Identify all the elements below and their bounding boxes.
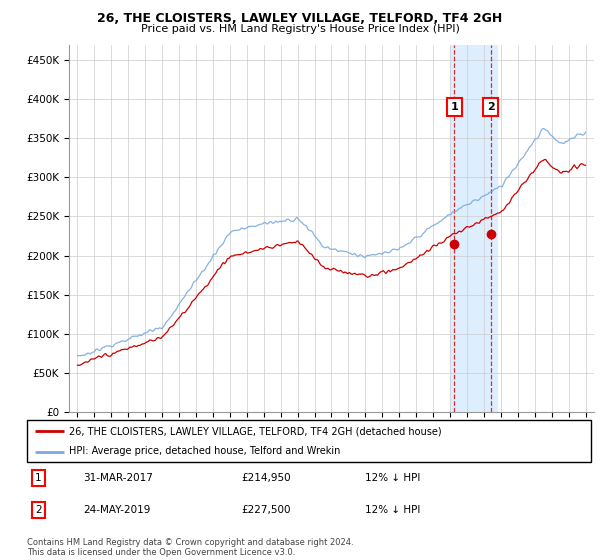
Text: £214,950: £214,950 xyxy=(241,473,291,483)
Text: 24-MAY-2019: 24-MAY-2019 xyxy=(83,505,151,515)
Text: 12% ↓ HPI: 12% ↓ HPI xyxy=(365,473,421,483)
Text: 1: 1 xyxy=(35,473,41,483)
Text: 2: 2 xyxy=(487,102,494,112)
Text: 26, THE CLOISTERS, LAWLEY VILLAGE, TELFORD, TF4 2GH: 26, THE CLOISTERS, LAWLEY VILLAGE, TELFO… xyxy=(97,12,503,25)
Text: 1: 1 xyxy=(451,102,458,112)
Text: Contains HM Land Registry data © Crown copyright and database right 2024.
This d: Contains HM Land Registry data © Crown c… xyxy=(27,538,353,557)
Text: 12% ↓ HPI: 12% ↓ HPI xyxy=(365,505,421,515)
Text: Price paid vs. HM Land Registry's House Price Index (HPI): Price paid vs. HM Land Registry's House … xyxy=(140,24,460,34)
Bar xyxy=(450,45,497,412)
Text: £227,500: £227,500 xyxy=(241,505,291,515)
Text: 2: 2 xyxy=(35,505,41,515)
Text: 26, THE CLOISTERS, LAWLEY VILLAGE, TELFORD, TF4 2GH (detached house): 26, THE CLOISTERS, LAWLEY VILLAGE, TELFO… xyxy=(70,426,442,436)
Text: 31-MAR-2017: 31-MAR-2017 xyxy=(83,473,153,483)
Text: HPI: Average price, detached house, Telford and Wrekin: HPI: Average price, detached house, Telf… xyxy=(70,446,341,456)
